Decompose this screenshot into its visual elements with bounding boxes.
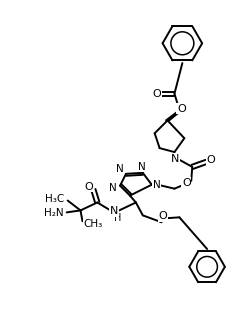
Text: N: N bbox=[109, 183, 116, 193]
Text: CH₃: CH₃ bbox=[83, 219, 102, 229]
Text: N: N bbox=[138, 162, 145, 172]
Text: O: O bbox=[158, 211, 166, 221]
Text: O: O bbox=[206, 155, 214, 165]
Text: O: O bbox=[181, 178, 190, 188]
Text: O: O bbox=[176, 104, 185, 113]
Text: N: N bbox=[170, 154, 179, 164]
Text: H₂N: H₂N bbox=[44, 208, 64, 218]
Text: N: N bbox=[110, 206, 118, 216]
Text: H₃C: H₃C bbox=[45, 193, 64, 204]
Text: O: O bbox=[84, 182, 92, 192]
Text: N: N bbox=[152, 180, 160, 190]
Text: O: O bbox=[152, 89, 160, 99]
Text: H: H bbox=[114, 213, 121, 223]
Text: N: N bbox=[116, 164, 124, 174]
Polygon shape bbox=[165, 110, 182, 120]
